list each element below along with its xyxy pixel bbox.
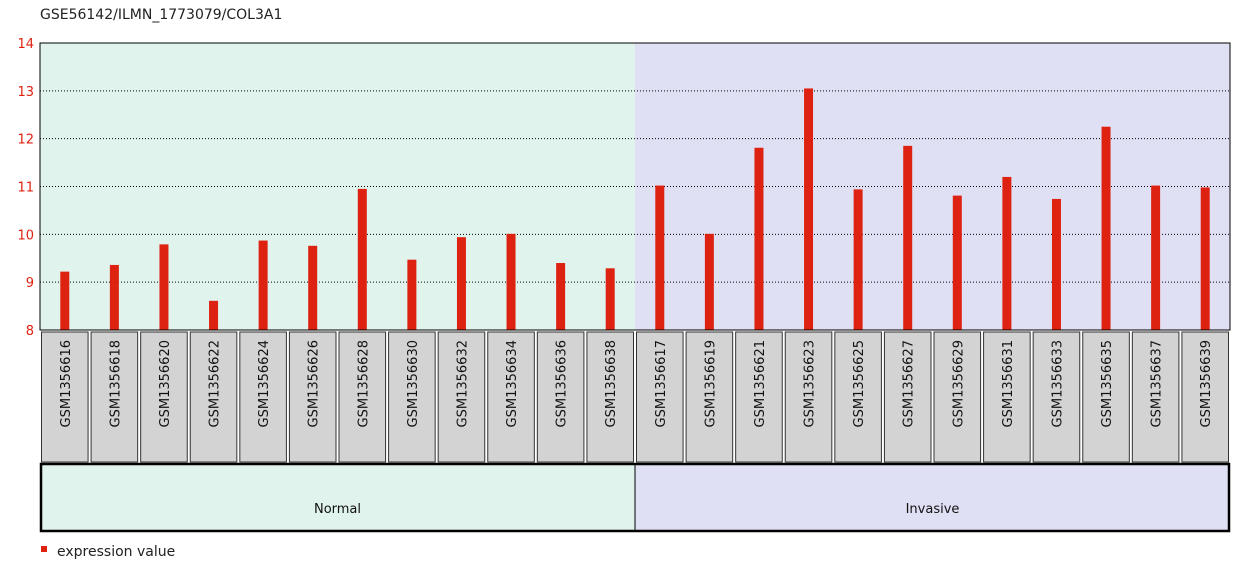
category-box xyxy=(933,331,982,463)
category-box xyxy=(41,331,89,463)
category-label: GSM1356631 xyxy=(1001,340,1016,427)
category-label: GSM1356634 xyxy=(505,340,520,427)
category-label: GSM1356619 xyxy=(703,340,718,427)
category-box xyxy=(536,331,585,463)
category-label: GSM1356626 xyxy=(307,340,322,427)
category-box xyxy=(487,331,535,463)
group-label-1: Invasive xyxy=(906,502,960,517)
y-tick-label: 14 xyxy=(17,37,34,52)
bar-GSM1356624 xyxy=(258,240,268,330)
bar-GSM1356623 xyxy=(804,88,814,330)
bar-GSM1356627 xyxy=(903,145,913,330)
bar-GSM1356616 xyxy=(60,271,70,330)
bar-GSM1356629 xyxy=(952,195,962,330)
y-tick-label: 13 xyxy=(17,85,34,100)
y-tick-label: 12 xyxy=(17,133,34,148)
category-label: GSM1356618 xyxy=(108,340,123,427)
category-box xyxy=(1082,331,1130,463)
group-box-0 xyxy=(40,464,635,531)
bar-GSM1356626 xyxy=(308,245,318,330)
category-box xyxy=(1131,331,1180,463)
bar-GSM1356633 xyxy=(1051,198,1061,330)
category-label: GSM1356629 xyxy=(951,340,966,427)
bar-GSM1356637 xyxy=(1151,185,1161,330)
category-label: GSM1356622 xyxy=(208,340,223,427)
category-label: GSM1356617 xyxy=(654,340,669,427)
bar-GSM1356628 xyxy=(357,188,367,330)
bar-GSM1356634 xyxy=(506,233,516,330)
bar-GSM1356631 xyxy=(1002,176,1012,330)
category-label: GSM1356624 xyxy=(257,340,272,427)
bar-GSM1356622 xyxy=(209,300,219,330)
bar-GSM1356639 xyxy=(1200,187,1210,330)
y-tick-label: 9 xyxy=(26,276,34,291)
group-label-0: Normal xyxy=(314,502,361,517)
category-box xyxy=(636,331,684,463)
category-box xyxy=(1181,331,1229,463)
group-bar: Normal Invasive xyxy=(39,462,1231,533)
bar-GSM1356625 xyxy=(853,189,863,330)
category-box xyxy=(239,331,287,463)
category-box xyxy=(437,331,486,463)
category-label: GSM1356620 xyxy=(158,340,173,427)
category-box xyxy=(883,331,932,463)
category-box xyxy=(586,331,635,463)
category-box xyxy=(784,331,833,463)
category-box xyxy=(90,331,139,463)
bar-GSM1356635 xyxy=(1101,126,1111,330)
category-label: GSM1356638 xyxy=(604,340,619,427)
category-box xyxy=(338,331,387,463)
category-label: GSM1356625 xyxy=(852,340,867,427)
category-label: GSM1356623 xyxy=(803,340,818,427)
category-label: GSM1356630 xyxy=(406,340,421,427)
category-label: GSM1356632 xyxy=(455,340,470,427)
category-label: GSM1356639 xyxy=(1199,340,1214,427)
category-label: GSM1356637 xyxy=(1150,340,1165,427)
category-box xyxy=(834,331,882,463)
category-box xyxy=(288,331,337,463)
bar-GSM1356636 xyxy=(556,263,566,330)
y-axis: 8 9 10 11 12 13 14 xyxy=(17,37,34,339)
category-box xyxy=(1032,331,1081,463)
bar-GSM1356620 xyxy=(159,244,169,330)
bar-GSM1356632 xyxy=(456,237,466,330)
y-tick-label: 10 xyxy=(17,228,34,243)
category-label: GSM1356636 xyxy=(555,340,570,427)
bars xyxy=(60,88,1210,330)
category-box xyxy=(735,331,783,463)
group-background-1 xyxy=(635,43,1230,330)
category-label: GSM1356621 xyxy=(753,340,768,427)
grid-lines xyxy=(40,90,1230,283)
bar-GSM1356618 xyxy=(109,264,119,330)
category-box xyxy=(983,331,1031,463)
y-tick-label: 8 xyxy=(26,324,34,339)
bar-GSM1356617 xyxy=(655,185,665,330)
bar-GSM1356630 xyxy=(407,259,417,330)
y-tick-label: 11 xyxy=(17,181,34,196)
category-label: GSM1356633 xyxy=(1050,340,1065,427)
category-box xyxy=(140,331,188,463)
category-box xyxy=(388,331,436,463)
chart-title: GSE56142/ILMN_1773079/COL3A1 xyxy=(40,7,282,23)
category-label: GSM1356635 xyxy=(1100,340,1115,427)
category-box xyxy=(685,331,734,463)
bar-GSM1356621 xyxy=(754,147,764,330)
category-label: GSM1356627 xyxy=(902,340,917,427)
plot-frame xyxy=(39,42,1231,331)
bar-GSM1356619 xyxy=(704,233,714,330)
bar-GSM1356638 xyxy=(605,268,615,330)
group-box-1 xyxy=(635,464,1230,531)
legend-label: expression value xyxy=(57,544,175,560)
category-box xyxy=(189,331,238,463)
category-label: GSM1356628 xyxy=(356,340,371,427)
x-axis-labels: GSM1356616 GSM1356618 GSM1356620 GSM1356622… xyxy=(41,331,1229,463)
legend: expression value xyxy=(41,544,175,560)
legend-swatch xyxy=(41,546,47,552)
category-label: GSM1356616 xyxy=(59,340,74,427)
